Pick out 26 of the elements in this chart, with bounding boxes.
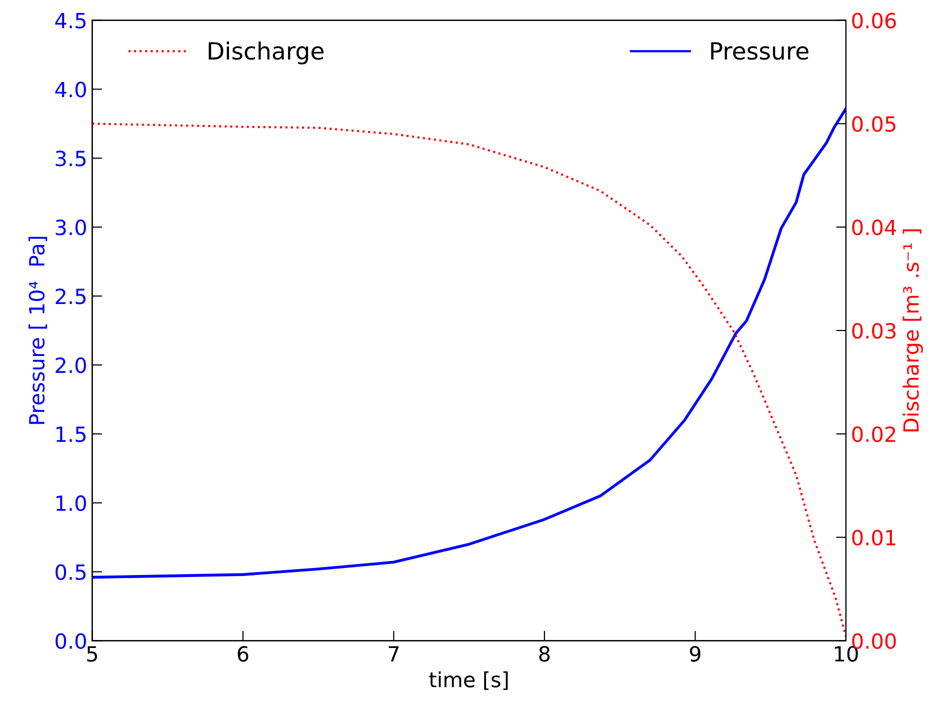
y2-tick-label: 0.01 bbox=[852, 530, 896, 546]
y-tick-label: 0.0 bbox=[56, 633, 86, 649]
y2-tick-label: 0.06 bbox=[852, 12, 896, 28]
y-tick-label: 3.5 bbox=[56, 150, 86, 166]
y-tick-label: 2.5 bbox=[56, 288, 86, 304]
x-tick-label: 6 bbox=[238, 646, 248, 662]
y2-tick-label: 0.02 bbox=[852, 426, 896, 442]
x-tick-label: 7 bbox=[388, 646, 399, 662]
y-tick-label: 4.5 bbox=[55, 13, 86, 28]
x-tick-label: 9 bbox=[690, 646, 700, 662]
y-tick-label: 2.0 bbox=[56, 357, 86, 374]
y2-tick-label: 0.05 bbox=[852, 116, 896, 132]
x-tick-label: 8 bbox=[539, 646, 550, 662]
y2-tick-label: 0.04 bbox=[852, 220, 896, 236]
y2-tick-label: 0.03 bbox=[852, 322, 896, 339]
x-tick-label: 5 bbox=[87, 646, 98, 662]
legend-label: Pressure bbox=[711, 42, 808, 60]
y-tick-label: 4.0 bbox=[55, 82, 86, 98]
y-tick-label: 1.0 bbox=[56, 495, 86, 512]
legend-label: Discharge bbox=[208, 42, 324, 64]
y2-axis-title: Discharge [m³ .s⁻¹ ] bbox=[902, 229, 923, 432]
y-tick-label: 0.5 bbox=[56, 564, 86, 580]
y-tick-label: 3.0 bbox=[56, 220, 86, 236]
x-axis-title: time [s] bbox=[429, 671, 508, 690]
y-tick-label: 1.5 bbox=[56, 426, 86, 442]
y-axis-title: Pressure [ 10⁴ Pa] bbox=[28, 236, 48, 424]
